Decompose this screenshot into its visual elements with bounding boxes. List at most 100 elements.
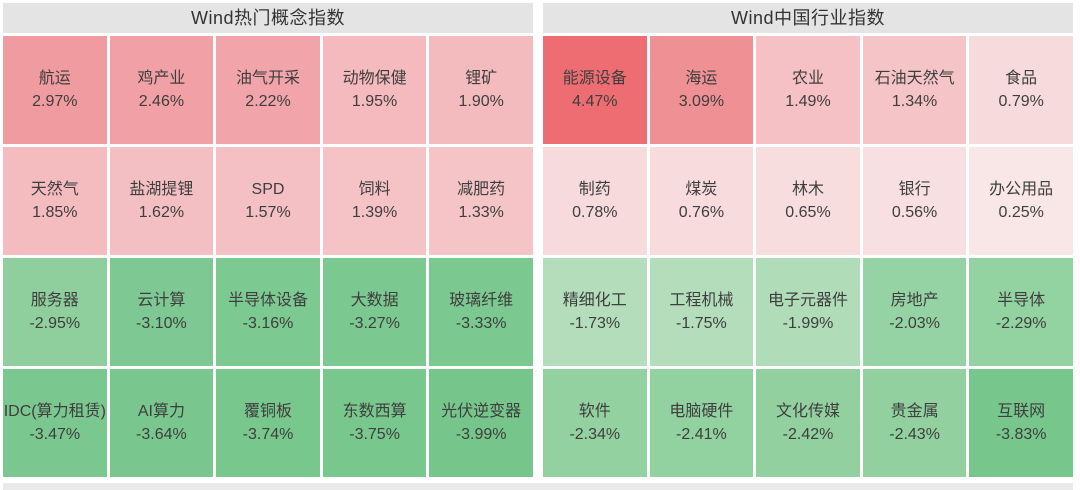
index-name: 光伏逆变器 [441,403,522,420]
index-name: 精细化工 [562,292,627,309]
index-change: 0.65% [785,204,831,221]
index-name: 饲料 [358,181,391,198]
index-change: -2.41% [676,426,727,443]
industry-panel-title: Wind中国行业指数 [543,3,1073,33]
heatmap-cell[interactable]: 办公用品 0.25% [969,147,1073,255]
heatmap-cell[interactable]: 海运 3.09% [649,36,754,144]
heatmap-cell[interactable]: 工程机械 -1.75% [649,258,754,366]
heatmap-cell[interactable]: 饲料 1.39% [322,147,427,255]
heatmap-cell[interactable]: 电子元器件 -1.99% [756,258,860,366]
index-change: 0.78% [572,204,618,221]
index-change: 2.97% [32,93,78,110]
heatmap-cell[interactable]: 电脑硬件 -2.41% [649,369,754,477]
index-name: 工程机械 [669,292,734,309]
heatmap-cell[interactable]: 大数据 -3.27% [322,258,427,366]
index-change: 0.79% [998,93,1044,110]
index-change: 1.49% [785,93,831,110]
heatmap-cell[interactable]: 农业 1.49% [756,36,860,144]
index-name: SPD [251,181,285,198]
heatmap-cell[interactable]: IDC(算力租赁) -3.47% [3,369,107,477]
index-name: 服务器 [30,292,79,309]
index-name: 大数据 [350,292,399,309]
index-change: 1.57% [245,204,291,221]
heatmap-cell[interactable]: 玻璃纤维 -3.33% [429,258,533,366]
index-name: 半导体设备 [227,292,308,309]
industry-heatmap-grid: 能源设备 4.47% 海运 3.09% 农业 1.49% 石油天然气 1.34% 食品 0.79%… [543,36,1073,477]
index-name: 盐湖提锂 [129,181,194,198]
index-name: 东数西算 [342,403,407,420]
heatmap-cell[interactable]: 互联网 -3.83% [969,369,1073,477]
heatmap-cell[interactable]: 制药 0.78% [543,147,647,255]
index-change: -3.74% [242,426,294,443]
index-change: 1.85% [32,204,78,221]
heatmap-cell[interactable]: 减肥药 1.33% [429,147,533,255]
heatmap-cell[interactable]: 东数西算 -3.75% [322,369,427,477]
index-change: -3.16% [242,315,294,332]
heatmap-cell[interactable]: 煤炭 0.76% [649,147,754,255]
heatmap-cell[interactable]: 锂矿 1.90% [429,36,533,144]
index-change: -3.47% [29,426,81,443]
index-change: -3.83% [995,426,1047,443]
index-name: 电子元器件 [767,292,848,309]
heatmap-cell[interactable]: 盐湖提锂 1.62% [109,147,214,255]
heatmap-cell[interactable]: 服务器 -2.95% [3,258,107,366]
heatmap-cell[interactable]: 能源设备 4.47% [543,36,647,144]
concept-index-panel: Wind热门概念指数 航运 2.97% 鸡产业 2.46% 油气开采 2.22% 动物保健 1… [3,3,533,477]
index-change: -3.64% [136,426,187,443]
index-change: -1.75% [676,315,727,332]
index-name: 石油天然气 [874,70,955,87]
heatmap-cell[interactable]: 覆铜板 -3.74% [216,369,320,477]
index-change: -2.29% [995,315,1047,332]
index-change: -2.42% [782,426,834,443]
index-change: -2.03% [889,315,940,332]
heatmap-cell[interactable]: 房地产 -2.03% [862,258,967,366]
heatmap-cell[interactable]: AI算力 -3.64% [109,369,214,477]
index-change: 0.76% [678,204,725,221]
heatmap-cell[interactable]: 油气开采 2.22% [216,36,320,144]
index-change: -1.73% [569,315,621,332]
index-name: 办公用品 [989,181,1054,198]
index-name: 农业 [791,70,824,87]
index-change: 2.22% [245,93,291,110]
index-name: 制药 [578,181,611,198]
index-change: 4.47% [572,93,618,110]
index-change: -3.33% [455,315,507,332]
index-change: -3.99% [455,426,507,443]
heatmap-cell[interactable]: 银行 0.56% [862,147,967,255]
index-name: 软件 [578,403,611,420]
index-change: 1.90% [458,93,504,110]
concept-panel-title: Wind热门概念指数 [3,3,533,33]
heatmap-cell[interactable]: 半导体 -2.29% [969,258,1073,366]
index-change: 1.34% [891,93,938,110]
index-name: 玻璃纤维 [449,292,514,309]
index-change: -3.75% [349,426,400,443]
index-name: 电脑硬件 [669,403,734,420]
heatmap-cell[interactable]: 食品 0.79% [969,36,1073,144]
heatmap-cell[interactable]: 半导体设备 -3.16% [216,258,320,366]
index-name: 航运 [38,70,71,87]
heatmap-cell[interactable]: 光伏逆变器 -3.99% [429,369,533,477]
heatmap-cell[interactable]: 林木 0.65% [756,147,860,255]
heatmap-cell[interactable]: 精细化工 -1.73% [543,258,647,366]
heatmap-cell[interactable]: 天然气 1.85% [3,147,107,255]
heatmap-cell[interactable]: 航运 2.97% [3,36,107,144]
index-name: 减肥药 [457,181,506,198]
index-name: 半导体 [997,292,1046,309]
index-change: -1.99% [782,315,834,332]
concept-heatmap-grid: 航运 2.97% 鸡产业 2.46% 油气开采 2.22% 动物保健 1.95% 锂矿 1.90%… [3,36,533,477]
index-change: 1.95% [351,93,398,110]
index-change: 1.39% [351,204,398,221]
heatmap-cell[interactable]: 石油天然气 1.34% [862,36,967,144]
index-name: 鸡产业 [137,70,186,87]
heatmap-cell[interactable]: 鸡产业 2.46% [109,36,214,144]
heatmap-cell[interactable]: SPD 1.57% [216,147,320,255]
heatmap-cell[interactable]: 动物保健 1.95% [322,36,427,144]
heatmap-cell[interactable]: 贵金属 -2.43% [862,369,967,477]
index-change: -3.27% [349,315,400,332]
index-name: 海运 [685,70,718,87]
index-name: 能源设备 [562,70,627,87]
heatmap-cell[interactable]: 软件 -2.34% [543,369,647,477]
heatmap-cell[interactable]: 云计算 -3.10% [109,258,214,366]
heatmap-cell[interactable]: 文化传媒 -2.42% [756,369,860,477]
